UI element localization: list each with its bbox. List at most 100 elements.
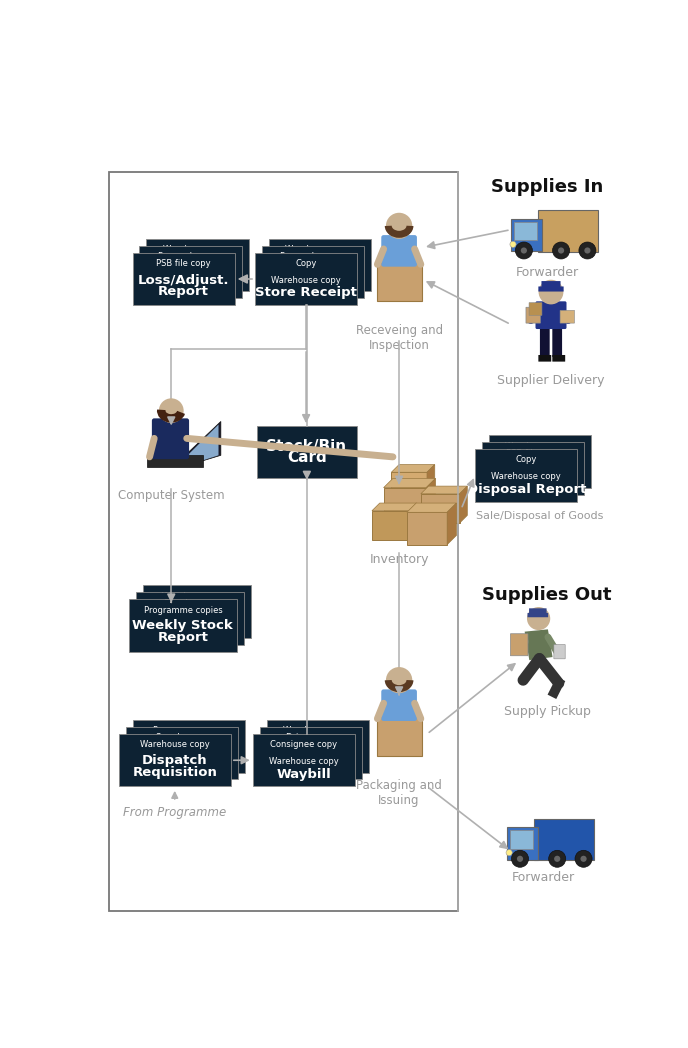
Circle shape [575,850,592,868]
Circle shape [510,241,516,247]
Polygon shape [525,630,552,660]
Text: Forwarder: Forwarder [515,266,579,279]
Text: Weekly Stock: Weekly Stock [133,619,233,632]
FancyBboxPatch shape [482,442,584,495]
FancyBboxPatch shape [152,418,189,459]
Text: Consignee copy: Consignee copy [270,740,337,749]
FancyBboxPatch shape [407,512,447,545]
Circle shape [386,213,412,239]
FancyBboxPatch shape [510,634,528,656]
FancyBboxPatch shape [514,222,537,240]
FancyBboxPatch shape [257,427,357,479]
Polygon shape [427,464,435,500]
Polygon shape [384,479,436,487]
Polygon shape [188,424,219,465]
Text: Programme copies: Programme copies [144,606,222,614]
FancyBboxPatch shape [118,734,231,786]
FancyBboxPatch shape [378,717,422,756]
FancyBboxPatch shape [534,818,594,860]
Polygon shape [372,503,417,510]
FancyBboxPatch shape [539,286,563,291]
FancyBboxPatch shape [129,599,237,652]
FancyBboxPatch shape [541,281,561,289]
FancyBboxPatch shape [140,246,241,299]
FancyBboxPatch shape [262,246,364,299]
Polygon shape [391,464,435,473]
Polygon shape [400,703,422,717]
FancyBboxPatch shape [510,219,541,252]
Text: Supplier Delivery: Supplier Delivery [497,374,605,387]
FancyBboxPatch shape [552,326,562,357]
Text: Supply copy: Supply copy [156,734,208,742]
Text: Forwarder: Forwarder [512,871,574,885]
FancyBboxPatch shape [255,253,357,305]
Circle shape [581,856,587,861]
FancyBboxPatch shape [539,355,551,362]
Circle shape [506,850,513,856]
Polygon shape [185,421,221,466]
FancyBboxPatch shape [540,326,550,357]
Circle shape [584,247,590,254]
Text: Warehouse copy: Warehouse copy [491,473,561,481]
Text: Driver copy: Driver copy [286,734,335,742]
FancyBboxPatch shape [147,455,203,466]
FancyBboxPatch shape [147,239,249,291]
Text: Forwarder copy: Forwarder copy [158,253,224,261]
Circle shape [554,856,560,861]
FancyBboxPatch shape [142,586,251,638]
Circle shape [558,247,564,254]
FancyBboxPatch shape [475,450,577,502]
FancyBboxPatch shape [489,435,591,487]
Circle shape [579,242,596,259]
FancyBboxPatch shape [372,510,409,540]
Text: Sale/Disposal of Goods: Sale/Disposal of Goods [477,510,604,521]
Polygon shape [378,703,400,717]
Text: Warehouse copy: Warehouse copy [505,441,575,451]
Polygon shape [427,479,436,520]
Text: From Programme: From Programme [123,806,226,818]
FancyBboxPatch shape [381,235,417,266]
FancyBboxPatch shape [266,720,369,772]
Polygon shape [421,486,467,494]
Text: Packaging and
Issuing: Packaging and Issuing [356,779,442,807]
Text: Supplies Out: Supplies Out [482,586,612,605]
FancyBboxPatch shape [529,303,542,315]
Polygon shape [460,486,467,523]
Text: Copy: Copy [515,456,537,464]
Text: Warehouse copy: Warehouse copy [285,245,355,255]
FancyBboxPatch shape [133,253,235,305]
Text: Loss/Adjust.: Loss/Adjust. [138,274,229,287]
Circle shape [552,242,570,259]
Circle shape [539,280,563,304]
Text: Card: Card [287,451,327,465]
Text: Dispatch: Dispatch [142,754,208,767]
Circle shape [517,856,523,861]
FancyBboxPatch shape [538,211,599,252]
Text: Warehouse copy: Warehouse copy [162,592,232,601]
FancyBboxPatch shape [378,263,422,302]
FancyBboxPatch shape [136,592,244,645]
Text: Inventory: Inventory [369,553,429,566]
FancyBboxPatch shape [507,827,538,859]
FancyBboxPatch shape [421,494,460,523]
FancyBboxPatch shape [384,487,427,520]
FancyBboxPatch shape [252,734,355,786]
FancyBboxPatch shape [269,239,372,291]
Text: Warehouse copy: Warehouse copy [163,245,233,255]
FancyBboxPatch shape [560,310,574,323]
Polygon shape [400,249,422,263]
Circle shape [159,398,184,423]
Text: Warehouse copy: Warehouse copy [140,740,210,749]
Circle shape [521,247,527,254]
FancyBboxPatch shape [259,727,362,780]
Text: Warehouse copy: Warehouse copy [283,726,353,736]
FancyBboxPatch shape [381,690,417,721]
Polygon shape [407,503,456,512]
Polygon shape [378,249,400,263]
Text: Requisition: Requisition [132,766,217,779]
Text: Disposal Report: Disposal Report [466,483,586,496]
Circle shape [527,607,550,630]
Text: Stock/Bin: Stock/Bin [266,439,347,455]
FancyBboxPatch shape [529,608,546,616]
Text: Warehouse copy: Warehouse copy [269,758,338,766]
